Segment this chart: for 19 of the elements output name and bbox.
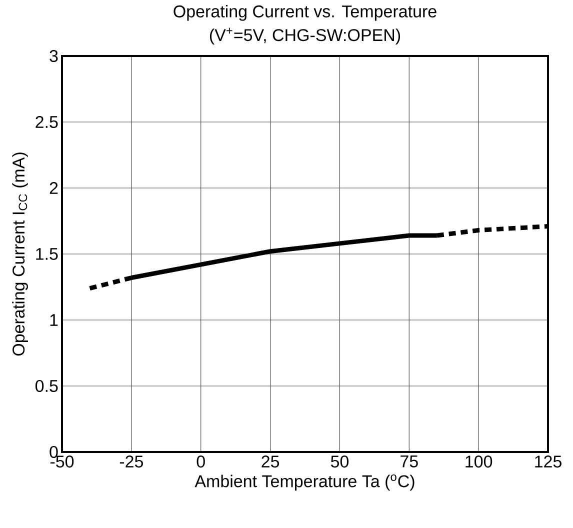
x-tick-label: 125 [535,456,562,468]
x-tick-label: 100 [466,456,492,468]
y-tick-label: 1 [50,314,58,326]
x-tick-label: 50 [330,456,349,468]
x-tick-label: -25 [120,456,143,468]
chart-subtitle: (V$^{+}$=5V, CHG-SW:OPEN) [210,28,400,44]
x-tick-label: -50 [50,456,74,468]
y-tick-label: 2.5 [36,116,58,128]
y-tick-label: 3 [50,50,58,62]
chart-title: Operating Current vs. Temperature [174,4,436,21]
x-tick-label: 0 [196,456,205,468]
x-axis-title: Ambient Temperature Ta ($^{o}$C) [194,474,414,491]
x-tick-label: 25 [262,456,280,468]
x-tick-label: 75 [400,456,418,468]
y-tick-label: 1.5 [36,248,58,260]
y-tick-label: 0 [50,446,58,458]
y-tick-label: 0.5 [35,380,58,392]
y-axis-title: Operating Current I$_{CC}$ (mA) [12,152,28,356]
y-tick-label: 2 [50,182,58,194]
